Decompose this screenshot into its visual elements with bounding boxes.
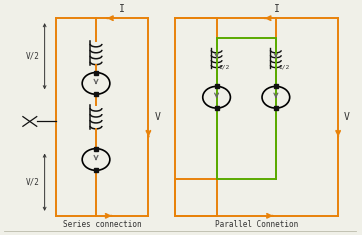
- Text: V: V: [344, 112, 350, 122]
- Text: Series connection: Series connection: [63, 220, 142, 229]
- Text: I/2: I/2: [278, 65, 289, 70]
- Bar: [94, 70, 98, 74]
- Text: I: I: [274, 4, 280, 14]
- Bar: [215, 106, 219, 110]
- Bar: [215, 84, 219, 88]
- Bar: [274, 84, 278, 88]
- Text: Parallel Connetion: Parallel Connetion: [215, 220, 298, 229]
- Text: V/2: V/2: [26, 178, 40, 187]
- Text: I: I: [119, 4, 125, 14]
- Text: V: V: [154, 112, 160, 122]
- Text: I/2: I/2: [219, 65, 230, 70]
- Bar: [274, 106, 278, 110]
- Bar: [94, 147, 98, 151]
- Text: V/2: V/2: [26, 52, 40, 61]
- Bar: [94, 168, 98, 172]
- Bar: [94, 92, 98, 96]
